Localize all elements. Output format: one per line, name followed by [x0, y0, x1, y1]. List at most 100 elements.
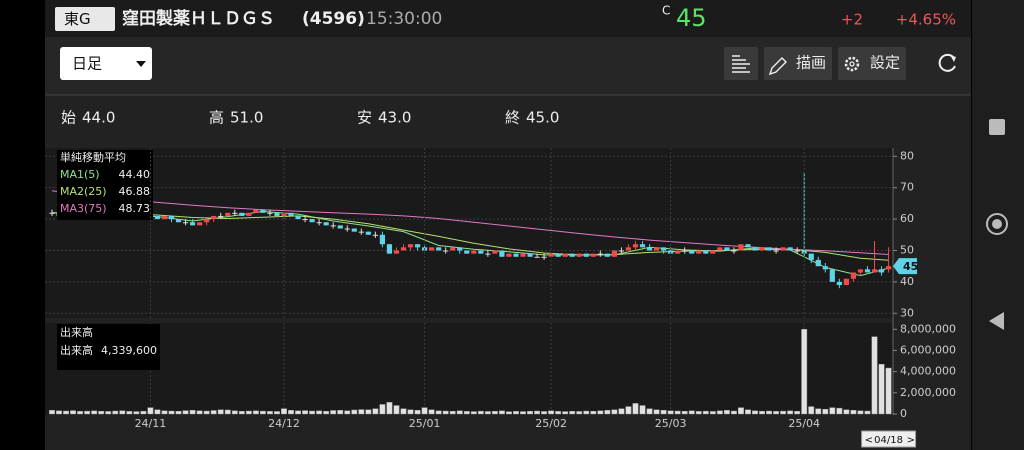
volume-bar	[632, 403, 639, 415]
ohlc-value: 44.0	[82, 109, 115, 127]
toolbar	[45, 37, 971, 95]
volume-bar	[766, 410, 773, 415]
volume-bar	[365, 409, 372, 415]
volume-bar	[843, 409, 850, 415]
candle-body	[443, 250, 449, 252]
market[interactable]: 東G	[64, 10, 91, 28]
legend-name: MA2(25)	[60, 185, 107, 198]
candle-body	[871, 269, 878, 273]
candle-body	[597, 253, 603, 255]
candle-body	[506, 253, 512, 257]
volume-bar	[56, 410, 62, 415]
volume-bar	[288, 410, 294, 415]
legend-value: 44.40	[119, 168, 151, 181]
candle-body	[471, 250, 477, 254]
volume-bar	[196, 410, 203, 415]
volume-bar	[386, 402, 393, 415]
x-tick-label: 25/03	[655, 417, 687, 430]
volume-bar	[498, 410, 505, 415]
ohlc-label: 終	[505, 109, 520, 127]
volume-bar	[695, 411, 702, 415]
period[interactable]: 日足	[72, 55, 102, 73]
volume-bar	[780, 410, 787, 415]
volume-bar	[723, 410, 730, 415]
back-button[interactable]	[989, 312, 1004, 330]
ma-legend-title: 単純移動平均	[60, 150, 126, 164]
volume-bar	[442, 410, 449, 415]
time: 15:30:00	[366, 9, 442, 29]
ohlc-label: 安	[357, 109, 372, 127]
volume-bar	[569, 410, 576, 415]
legend-value: 46.88	[119, 185, 151, 198]
cursor-arrow-right: >	[907, 435, 915, 446]
volume-bar	[63, 410, 70, 415]
volume-bar	[794, 410, 801, 415]
candle-body	[281, 212, 287, 216]
candle-body	[429, 247, 435, 251]
candle-body	[745, 244, 751, 248]
stock-name: 窪田製薬ＨＬＤＧＳ	[122, 8, 275, 29]
refresh-icon[interactable]	[938, 53, 956, 72]
candle-body	[485, 253, 491, 255]
volume-bar	[618, 408, 625, 415]
y-tick-label: 0	[900, 407, 907, 420]
volume-bar	[463, 411, 470, 415]
candle-body	[794, 250, 800, 252]
candle-body	[562, 253, 568, 257]
volume-bar	[175, 410, 182, 415]
volume-bar	[590, 410, 597, 415]
volume-bar	[653, 409, 660, 415]
volume-bar	[611, 409, 618, 415]
draw-button[interactable]	[764, 47, 832, 80]
candle-body	[218, 215, 224, 217]
ohlc-value: 51.0	[230, 109, 263, 127]
candle-body	[625, 247, 632, 251]
market-selector[interactable]	[55, 7, 115, 31]
candle-body	[372, 234, 378, 236]
candle-body	[787, 247, 793, 251]
candle-body	[457, 247, 463, 251]
candle-body	[393, 250, 400, 254]
volume-bar	[752, 410, 758, 415]
volume-bar	[702, 410, 709, 415]
volume-bar	[70, 410, 77, 415]
candle-body	[541, 256, 547, 258]
ohlc-summary: 始 44.0 高 51.0 安 43.0 終 45.0	[61, 109, 559, 127]
candle-body	[548, 253, 554, 257]
volume-bar	[787, 410, 794, 415]
period-selector[interactable]	[60, 47, 152, 80]
x-tick-label: 25/04	[788, 417, 820, 430]
candle-body	[717, 247, 723, 251]
candle-body	[197, 222, 203, 226]
candle-body	[478, 250, 484, 254]
candle-body	[295, 215, 301, 220]
volume-bar	[484, 411, 491, 415]
refresh-arrow	[950, 55, 956, 62]
volume-bar	[98, 410, 105, 415]
candle-body	[653, 247, 660, 251]
candle-body	[808, 253, 814, 260]
volume-bar	[730, 410, 737, 415]
settings-button[interactable]	[838, 47, 906, 80]
recents-button[interactable]	[989, 119, 1005, 135]
y-tick-label: 50	[900, 243, 914, 256]
stock-code: (4596)	[302, 9, 365, 29]
volume-bar	[112, 410, 119, 415]
candle-body	[239, 212, 245, 216]
candle-body	[857, 269, 864, 273]
legend-value: 48.73	[119, 202, 151, 215]
home-button[interactable]	[986, 213, 1008, 235]
legend-name: MA3(75)	[60, 202, 107, 215]
candle-body	[829, 269, 835, 282]
candle-body	[267, 212, 273, 214]
x-tick-label: 24/11	[135, 417, 167, 430]
volume-bar	[534, 410, 541, 415]
settings-label[interactable]: 設定	[870, 54, 900, 72]
volume-bar	[266, 411, 273, 415]
candle-body	[864, 269, 871, 273]
draw-label[interactable]: 描画	[796, 54, 826, 72]
volume-bar	[344, 410, 351, 415]
candle-body	[703, 250, 709, 254]
candle-body	[253, 209, 259, 213]
volume-bar	[182, 410, 189, 415]
